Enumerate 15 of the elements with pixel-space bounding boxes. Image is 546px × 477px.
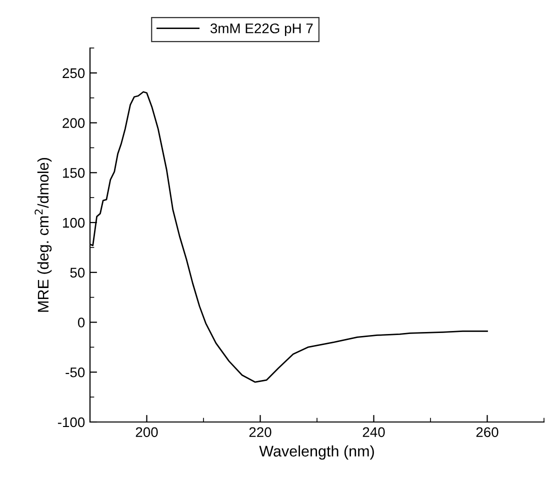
y-tick-label: -100 (58, 417, 85, 428)
y-tick-label: 250 (62, 68, 85, 78)
x-tick-label: 200 (136, 427, 158, 438)
y-tick-label: 50 (70, 268, 85, 278)
y-tick-label: 200 (62, 118, 85, 128)
y-tick-label: 100 (63, 218, 85, 228)
x-tick-label: 240 (362, 427, 385, 438)
y-tick-label: 150 (63, 168, 85, 178)
y-axis-title: MRE (deg. cm$^{2}$/dmole) (34, 158, 52, 312)
y-tick-label: -50 (66, 367, 85, 378)
legend-label: 3mM E22G pH 7 (210, 23, 313, 36)
x-tick-label: 220 (249, 427, 272, 438)
x-axis-title: Wavelength (nm) (259, 445, 374, 460)
x-tick-label: 260 (476, 427, 498, 438)
y-tick-label: 0 (78, 318, 85, 328)
